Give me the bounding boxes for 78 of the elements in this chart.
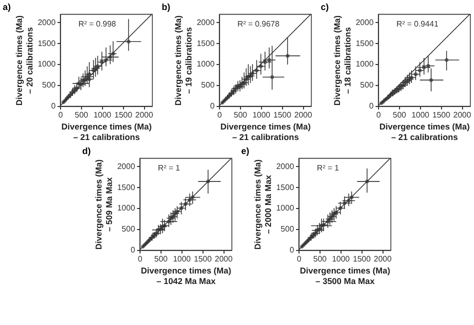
x-tick-label: 2000 <box>374 254 392 264</box>
chart-title: c) <box>320 2 329 12</box>
point <box>414 72 418 76</box>
y-tick-label: 1500 <box>117 182 136 192</box>
y-tick-label: 500 <box>280 224 295 234</box>
x-tick-label: 1000 <box>332 254 350 264</box>
x-tick-label: 2000 <box>214 254 234 264</box>
x-tick-label: 2000 <box>135 110 154 120</box>
y-tick-label: 1000 <box>117 204 136 213</box>
y-tick-label: 500 <box>201 80 216 90</box>
y-axis-title: Divergence times (Ma) – 509 Ma Max <box>94 159 114 250</box>
x-axis-title: Divergence times (Ma) – 21 calibrations <box>379 122 470 142</box>
y-tick-label: 1500 <box>276 182 295 192</box>
point <box>444 58 448 62</box>
y-tick-label: 1000 <box>196 60 216 69</box>
point <box>270 75 274 80</box>
x-axis-title: Divergence times (Ma) – 1042 Ma Max <box>140 266 232 286</box>
x-tick-label: 1000 <box>411 110 430 120</box>
y-tick-label: 1000 <box>38 60 56 69</box>
point <box>267 58 272 62</box>
annotation: R² = 0.9678 <box>237 19 280 28</box>
y-tick-label: 2000 <box>117 162 136 171</box>
y-tick-label: 0 <box>210 102 216 110</box>
x-tick-label: 500 <box>154 254 168 264</box>
x-tick-label: 2000 <box>294 110 313 120</box>
y-axis-title: Divergence times (Ma) – 19 calibrations <box>173 15 194 106</box>
x-tick-label: 1500 <box>432 110 451 120</box>
point <box>126 40 130 44</box>
point <box>286 54 290 58</box>
chart-title: d) <box>82 146 91 156</box>
chart-title: e) <box>241 146 250 156</box>
y-tick-label: 0 <box>290 246 295 254</box>
y-tick-label: 500 <box>42 80 56 90</box>
x-tick-label: 500 <box>234 110 248 120</box>
y-tick-label: 500 <box>360 80 374 90</box>
y-tick-label: 500 <box>122 224 136 234</box>
point <box>426 64 430 68</box>
y-tick-label: 1500 <box>356 38 374 48</box>
x-tick-label: 2000 <box>453 110 472 120</box>
x-axis-title: Divergence times (Ma) – 21 calibrations <box>220 122 311 142</box>
x-axis-title: Divergence times (Ma) – 21 calibrations <box>61 122 152 142</box>
y-axis-title: Divergence times (Ma) – 2000 Ma Max <box>252 159 274 250</box>
y-tick-label: 1500 <box>196 38 216 48</box>
x-tick-label: 0 <box>296 254 302 264</box>
y-tick-label: 2000 <box>356 18 374 27</box>
annotation: R² = 1 <box>316 163 340 172</box>
x-tick-label: 1000 <box>172 254 192 264</box>
y-axis-title: Divergence times (Ma) – 18 calibrations <box>332 15 353 106</box>
y-axis-title: Divergence times (Ma) – 20 calibrations <box>14 15 35 106</box>
y-tick-label: 1000 <box>356 60 374 69</box>
x-tick-label: 500 <box>313 254 328 264</box>
y-tick-label: 0 <box>51 102 56 110</box>
x-axis-title: Divergence times (Ma) – 3500 Ma Max <box>300 266 390 286</box>
y-tick-label: 1500 <box>38 38 56 48</box>
x-tick-label: 500 <box>392 110 407 120</box>
x-tick-label: 0 <box>138 254 143 264</box>
point <box>87 72 92 76</box>
y-tick-label: 2000 <box>38 18 56 27</box>
x-tick-label: 500 <box>74 110 89 120</box>
annotation: R² = 0.998 <box>78 19 117 28</box>
x-tick-label: 1000 <box>93 110 112 120</box>
chart-title: a) <box>2 2 11 12</box>
point <box>418 68 422 72</box>
annotation: R² = 0.9441 <box>396 19 440 28</box>
y-tick-label: 2000 <box>196 18 216 27</box>
x-tick-label: 0 <box>58 110 64 120</box>
y-tick-label: 0 <box>130 246 136 254</box>
point <box>422 66 426 70</box>
annotation: R² = 1 <box>158 163 180 172</box>
chart-title: b) <box>162 2 170 12</box>
y-tick-label: 1000 <box>276 204 295 213</box>
x-tick-label: 0 <box>376 110 382 120</box>
x-tick-label: 0 <box>217 110 222 120</box>
point <box>87 77 92 82</box>
y-tick-label: 2000 <box>276 162 295 171</box>
x-tick-label: 1000 <box>252 110 271 120</box>
point <box>429 78 434 82</box>
y-tick-label: 0 <box>369 102 374 110</box>
